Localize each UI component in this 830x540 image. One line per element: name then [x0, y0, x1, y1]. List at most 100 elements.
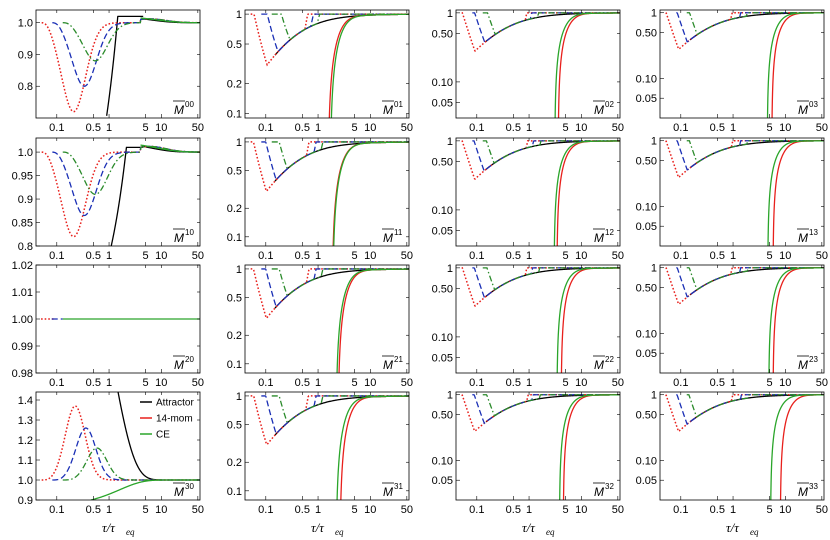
panel-label-sup: 01: [394, 100, 403, 109]
curves: [665, 266, 824, 373]
y-tick-label: 1: [236, 391, 242, 403]
x-tick-label: 0.1: [49, 250, 64, 262]
curves: [250, 141, 409, 246]
panel-label: M: [174, 231, 184, 245]
y-tick-label: 0.2: [227, 330, 242, 342]
mom14-curve: [340, 395, 409, 500]
y-tick-label: 0.1: [227, 232, 242, 244]
x-tick-label: 10: [364, 377, 376, 389]
curves: [250, 268, 409, 373]
x-tick-label: 0.1: [49, 377, 64, 389]
panel-frame: [244, 264, 410, 374]
ce-curve: [90, 479, 200, 500]
ic-curve-dashed: [676, 12, 824, 43]
y-tick-label: 0.2: [227, 457, 242, 469]
x-tick-label: 50: [192, 250, 204, 262]
attractor-curve: [274, 13, 409, 56]
y-tick-label: 1: [447, 390, 453, 402]
panel-m20: 0.1 0.5 1 5 10 50 0.98 0.99 1.00 1.01 1.02 M 20: [12, 260, 204, 389]
x-tick-label: 10: [364, 122, 376, 134]
y-tick-label: 0.05: [432, 353, 453, 365]
y-tick-label: 0.1: [227, 108, 242, 120]
x-axis-label: τ/τ: [522, 520, 536, 535]
x-tick-label: 0.1: [673, 504, 688, 516]
x-tick-label: 5: [352, 122, 358, 134]
x-tick-label: 0.5: [86, 377, 101, 389]
y-tick-label: 0.8: [18, 241, 33, 253]
x-tick-label: 0.5: [86, 504, 101, 516]
mom14-curve: [332, 141, 409, 246]
x-tick-label: 50: [816, 504, 828, 516]
ic-curve-dotted: [461, 12, 620, 53]
x-tick-label: 1: [106, 377, 112, 389]
panel-frame: [455, 264, 621, 374]
y-tick-label: 0.9: [18, 194, 33, 206]
y-tick-label: 0.9: [18, 49, 33, 61]
panel-label: M: [798, 358, 808, 372]
y-tick-label: 1.00: [12, 314, 33, 326]
panel-label: M: [383, 231, 393, 245]
x-tick-label: 50: [192, 504, 204, 516]
curves: [250, 395, 409, 500]
ic-curve-dashdot: [686, 140, 824, 164]
y-tick-label: 0.95: [12, 171, 33, 183]
panel-frame: [35, 391, 201, 501]
panel-label: M: [174, 485, 184, 499]
panel-label-sup: 00: [185, 100, 194, 109]
x-tick-label: 10: [155, 504, 167, 516]
mom14-curve: [557, 12, 620, 118]
ic-curve-dotted: [41, 18, 200, 113]
x-tick-label: 1: [106, 504, 112, 516]
x-tick-label: 0.1: [469, 122, 484, 134]
x-tick-label: 0.5: [86, 122, 101, 134]
panel-label: M: [174, 103, 184, 117]
y-tick-label: 0.10: [432, 205, 453, 217]
curves: [41, 392, 200, 500]
x-tick-label: 1: [730, 250, 736, 262]
y-tick-label: 0.9: [18, 495, 33, 507]
x-tick-label: 10: [575, 122, 587, 134]
y-tick-label: 0.10: [636, 455, 657, 467]
x-tick-label: 5: [143, 250, 149, 262]
ce-curve: [767, 140, 824, 246]
y-tick-label: 0.2: [227, 79, 242, 91]
panel-label: M: [798, 103, 808, 117]
y-tick-label: 0.1: [227, 486, 242, 498]
curves: [461, 267, 620, 373]
x-tick-label: 10: [779, 504, 791, 516]
ic-curve-dashed: [472, 12, 620, 44]
panel-label: M: [383, 103, 393, 117]
x-tick-label: 50: [401, 122, 413, 134]
curves: [41, 15, 200, 116]
panel-label: M: [798, 485, 808, 499]
y-tick-label: 0.10: [636, 201, 657, 213]
mom14-curve: [562, 394, 620, 500]
x-tick-label: 0.5: [295, 504, 310, 516]
ic-curve-dotted: [461, 140, 620, 180]
y-tick-label: 0.05: [432, 475, 453, 487]
panel-label: M: [798, 231, 808, 245]
panel-frame: [659, 9, 825, 119]
ce-curve: [553, 140, 620, 246]
y-tick-label: 1: [447, 8, 453, 20]
mom14-curve: [772, 140, 824, 246]
ce-curve: [766, 12, 824, 118]
x-tick-label: 50: [816, 250, 828, 262]
y-tick-label: 0.10: [636, 328, 657, 340]
x-tick-label: 50: [816, 377, 828, 389]
y-tick-label: 0.10: [432, 455, 453, 467]
ic-curve-dashed: [261, 268, 409, 308]
ic-curve-dashed: [472, 140, 620, 172]
x-tick-label: 0.5: [506, 250, 521, 262]
panel-label: M: [594, 103, 604, 117]
x-tick-label: 0.1: [673, 377, 688, 389]
x-tick-label: 1: [526, 377, 532, 389]
x-tick-label: 5: [563, 377, 569, 389]
panel-m13: 0.1 0.5 1 5 10 50 0.05 0.10 0.50 1 M 13: [636, 136, 828, 262]
y-tick-label: 0.8: [18, 81, 33, 93]
x-tick-label: 0.5: [710, 250, 725, 262]
x-tick-label: 5: [563, 250, 569, 262]
x-tick-label: 50: [612, 504, 624, 516]
y-tick-label: 0.10: [636, 73, 657, 85]
attractor-curve: [485, 394, 620, 423]
